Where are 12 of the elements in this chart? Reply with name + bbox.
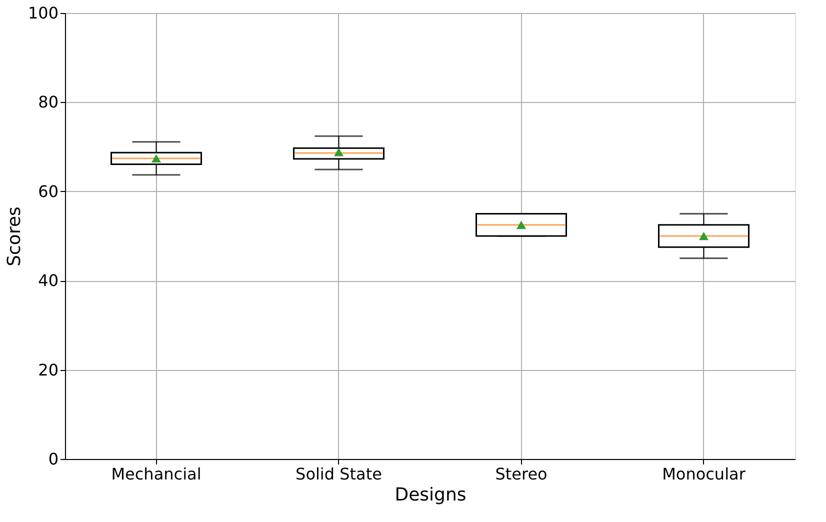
y-tick-label: 0: [48, 450, 58, 468]
x-tick-label: Solid State: [296, 464, 382, 484]
y-axis-title: Scores: [4, 206, 25, 266]
x-tick-label: Monocular: [662, 464, 746, 484]
x-axis-title: Designs: [394, 484, 466, 506]
y-tick-label: 60: [38, 182, 58, 201]
y-tick-label: 20: [38, 360, 58, 380]
y-tick-label: 80: [38, 92, 58, 112]
y-tick-label: 40: [38, 271, 58, 290]
x-tick-label: Mechancial: [111, 464, 202, 484]
x-tick-label: Stereo: [495, 464, 548, 484]
y-tick-label: 100: [28, 4, 58, 22]
